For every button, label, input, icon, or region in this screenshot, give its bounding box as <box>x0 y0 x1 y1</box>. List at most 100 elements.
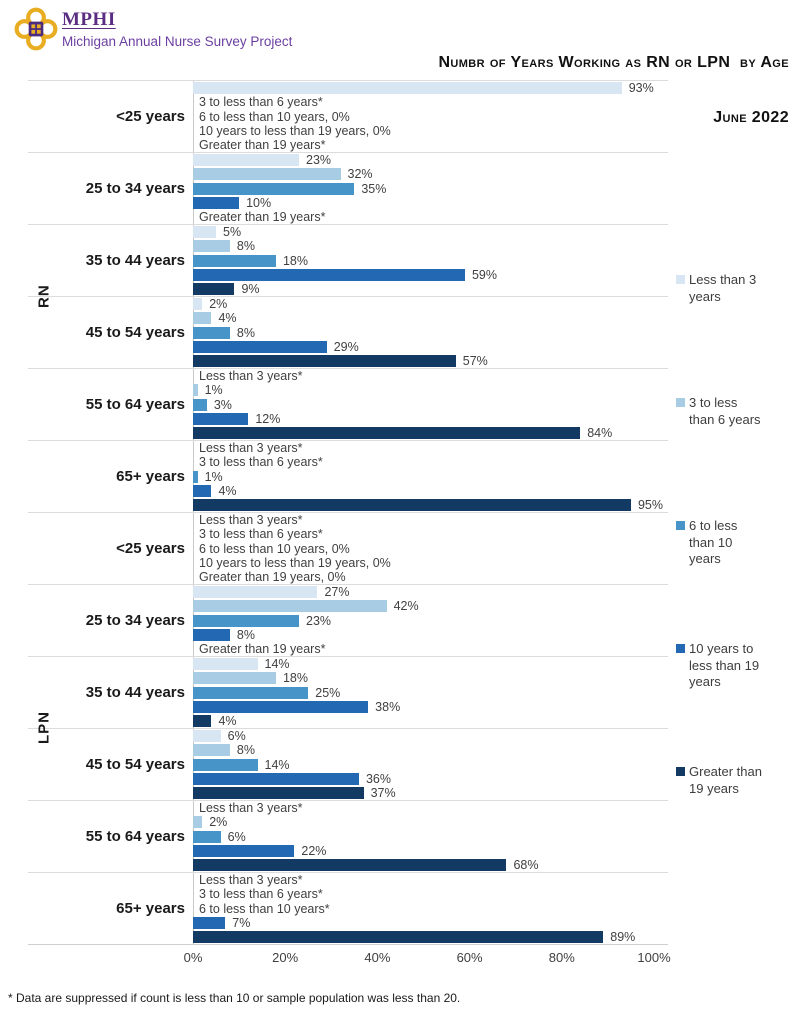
profession-label-lpn: LPN <box>35 711 53 745</box>
bar-value-label: 57% <box>462 353 488 368</box>
suppressed-label: 3 to less than 6 years* <box>199 95 323 110</box>
bar-slots: 23% 32% 35% 10% Greater than 19 years* <box>193 153 654 224</box>
bar-value-label: 2% <box>209 815 228 830</box>
bar-slot: 93% <box>193 81 654 95</box>
suppressed-label: 6 to less than 10 years, 0% <box>199 109 350 124</box>
logo-text-column: MPHI Michigan Annual Nurse Survey Projec… <box>62 6 292 49</box>
x-axis: 0% 20% 40% 60% 80% 100% <box>0 950 799 968</box>
legend-item: 10 years to less than 19 years <box>676 641 766 691</box>
suppressed-label: 10 years to less than 19 years, 0% <box>199 123 391 138</box>
bar-slot: Less than 3 years* <box>193 369 654 383</box>
bar-value-label: 2% <box>209 297 228 312</box>
chart-title: Numbr of Years Working as RN or LPN by A… <box>438 53 789 71</box>
bar-value-label: 27% <box>324 585 350 600</box>
bar-series-3 <box>193 758 258 771</box>
bar-series-2 <box>193 672 276 685</box>
bar-value-label: 36% <box>365 771 391 786</box>
bar-series-4 <box>193 916 226 929</box>
age-group-label: 45 to 54 years <box>85 324 185 341</box>
bar-value-label: 35% <box>361 181 387 196</box>
suppressed-label: Greater than 19 years, 0% <box>199 569 346 584</box>
bar-slots: 27% 42% 23% 8% Greater than 19 years* <box>193 585 654 656</box>
bar-value-label: 6% <box>227 729 246 744</box>
bar-slot: 95% <box>193 498 663 512</box>
bar-series-5 <box>193 714 212 727</box>
chart-row: 35 to 44 years 5% 8% 18% 59% 9% <box>28 224 668 296</box>
bar-slot: 4% <box>193 484 654 498</box>
bar-slot: 10% <box>193 196 654 210</box>
legend-label: 6 to less than 10 years <box>689 518 738 566</box>
bar-value-label: 4% <box>218 483 237 498</box>
legend-item: 3 to less than 6 years <box>676 395 766 428</box>
x-axis-tick-label: 60% <box>456 950 483 965</box>
bar-value-label: 5% <box>223 225 242 240</box>
bar-series-1 <box>193 226 217 239</box>
age-group-label: 35 to 44 years <box>85 252 185 269</box>
bar-slot: 3 to less than 6 years* <box>193 887 654 901</box>
bar-slot: 4% <box>193 714 654 728</box>
legend-label: 3 to less than 6 years <box>689 395 761 427</box>
x-axis-tick-label: 40% <box>364 950 391 965</box>
bar-slot: 6 to less than 10 years, 0% <box>193 109 654 124</box>
bar-series-4 <box>193 772 359 785</box>
bar-slots: Less than 3 years* 3 to less than 6 years… <box>193 513 654 584</box>
bar-slots: 5% 8% 18% 59% 9% <box>193 225 654 296</box>
suppressed-label: 3 to less than 6 years* <box>199 887 323 902</box>
age-group-label: 25 to 34 years <box>85 180 185 197</box>
bar-slot: 14% <box>193 657 654 671</box>
bar-value-label: 84% <box>587 425 613 440</box>
bar-value-label: 32% <box>347 167 373 182</box>
bar-slot: 8% <box>193 325 654 340</box>
bar-series-3 <box>193 182 355 195</box>
bar-value-label: 23% <box>306 613 332 628</box>
bar-slot: 9% <box>193 282 654 296</box>
bar-slot: 27% <box>193 585 654 599</box>
chart-row: 55 to 64 years Less than 3 years* 2% 6% 22% 6… <box>28 800 668 872</box>
bar-slot: 8% <box>193 743 654 757</box>
chart-date: June 2022 <box>713 108 789 126</box>
bar-slots: 2% 4% 8% 29% 57% <box>193 297 654 368</box>
bar-series-2 <box>193 600 387 613</box>
bar-slot: 38% <box>193 700 654 714</box>
chart-row: <25 years Less than 3 years* 3 to less tha… <box>28 512 668 584</box>
suppressed-label: 3 to less than 6 years* <box>199 527 323 542</box>
bar-slot: 84% <box>193 426 654 440</box>
legend-swatch <box>676 767 685 776</box>
bar-series-2 <box>193 816 203 829</box>
age-group-label: 65+ years <box>116 468 185 485</box>
bar-slot: 2% <box>193 297 654 311</box>
chart-title-block: Numbr of Years Working as RN or LPN by A… <box>438 17 789 164</box>
bar-slot: 57% <box>193 354 654 368</box>
bar-series-2 <box>193 384 198 397</box>
bar-series-4 <box>193 412 249 425</box>
legend-swatch <box>676 644 685 653</box>
bar-slot: 3% <box>193 397 654 412</box>
bar-slots: Less than 3 years* 3 to less than 6 years… <box>193 441 663 512</box>
bar-slot: 10 years to less than 19 years, 0% <box>193 556 654 570</box>
age-group-label: 45 to 54 years <box>85 756 185 773</box>
bar-value-label: 22% <box>301 843 327 858</box>
chart-row: 25 to 34 years 23% 32% 35% 10% Greater than 1… <box>28 152 668 224</box>
bar-slot: 1% <box>193 469 654 484</box>
suppressed-label: Greater than 19 years* <box>199 641 326 656</box>
bar-series-5 <box>193 498 631 511</box>
suppressed-label: 3 to less than 6 years* <box>199 455 323 470</box>
bar-series-4 <box>193 340 327 353</box>
age-group-label: 55 to 64 years <box>85 396 185 413</box>
bar-slot: 10 years to less than 19 years, 0% <box>193 124 654 138</box>
legend-swatch <box>676 275 685 284</box>
chart-row: 45 to 54 years 6% 8% 14% 36% 37% <box>28 728 668 800</box>
bar-series-2 <box>193 240 230 253</box>
legend-item: Greater than 19 years <box>676 764 766 797</box>
bar-value-label: 29% <box>333 339 359 354</box>
logo-subtitle: Michigan Annual Nurse Survey Project <box>62 34 293 49</box>
bar-series-3 <box>193 398 207 411</box>
bar-value-label: 1% <box>204 383 223 398</box>
bar-series-5 <box>193 354 456 367</box>
legend-label: 10 years to less than 19 years <box>689 641 760 689</box>
bar-slot: 1% <box>193 383 654 397</box>
bar-slot: 18% <box>193 671 654 685</box>
bar-value-label: 12% <box>255 411 281 426</box>
legend-swatch <box>676 521 685 530</box>
